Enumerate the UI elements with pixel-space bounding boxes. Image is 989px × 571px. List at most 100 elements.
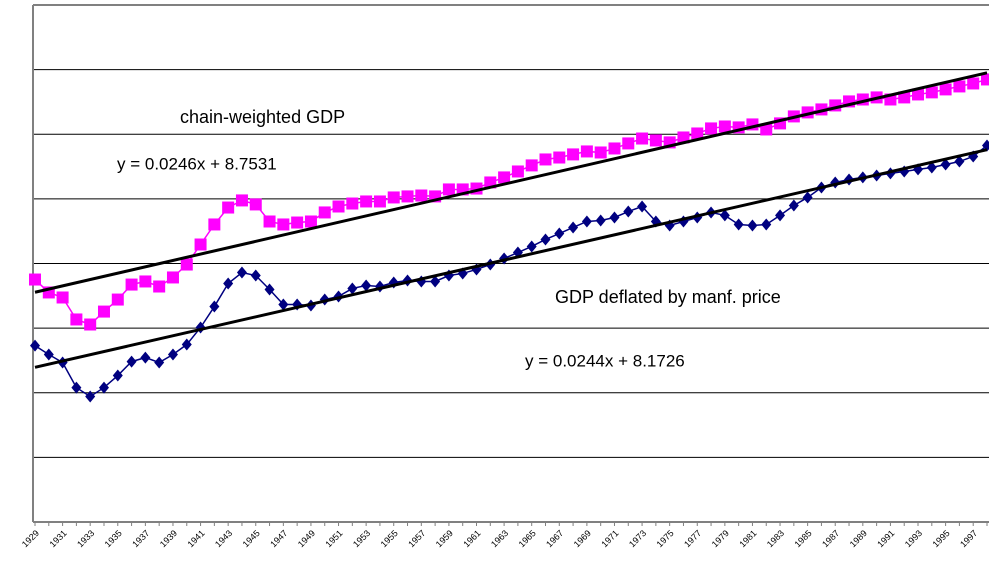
data-point (967, 77, 980, 90)
data-point (775, 209, 786, 222)
trend-equation: y = 0.0246x + 8.7531 (117, 154, 277, 173)
x-tick-label: 1941 (185, 528, 206, 549)
x-tick-label: 1985 (792, 528, 813, 549)
data-point (56, 291, 69, 304)
data-point (180, 258, 193, 271)
data-point (361, 279, 372, 292)
data-point (71, 381, 82, 394)
data-point (442, 183, 455, 196)
data-point (208, 218, 221, 231)
x-tick-label: 1989 (848, 528, 869, 549)
x-tick-label: 1933 (75, 528, 96, 549)
x-tick-label: 1959 (434, 528, 455, 549)
data-point (264, 283, 275, 296)
data-point (580, 145, 593, 158)
series-label: GDP deflated by manf. price (555, 287, 781, 307)
data-point (512, 246, 523, 259)
data-point (85, 390, 96, 403)
x-tick-label: 1997 (958, 528, 979, 549)
data-point (236, 266, 247, 279)
data-point (278, 298, 289, 311)
data-point (649, 134, 662, 147)
x-tick-label: 1979 (710, 528, 731, 549)
data-point (940, 158, 951, 171)
data-point (705, 122, 718, 135)
data-point (788, 199, 799, 212)
data-point (111, 293, 124, 306)
data-point (223, 277, 234, 290)
data-point (719, 209, 730, 222)
data-point (126, 355, 137, 368)
trend-line (34, 148, 988, 369)
plot (29, 71, 989, 403)
x-tick-label: 1961 (461, 528, 482, 549)
data-point (925, 86, 938, 99)
x-tick-label: 1931 (47, 528, 68, 549)
data-point (347, 282, 358, 295)
data-point (153, 280, 166, 293)
data-point (125, 278, 138, 291)
data-point (636, 132, 649, 145)
data-point (154, 356, 165, 369)
data-point (387, 191, 400, 204)
x-tick-label: 1955 (379, 528, 400, 549)
grid: 1929 1931 1933 1935 1937 1939 1941 1943 1945 1947… (20, 4, 989, 549)
data-point (430, 275, 441, 288)
x-tick-label: 1943 (213, 528, 234, 549)
series-label: chain-weighted GDP (180, 107, 345, 127)
data-point (166, 271, 179, 284)
data-point (581, 215, 592, 228)
x-tick-label: 1995 (930, 528, 951, 549)
data-point (761, 218, 772, 231)
data-point (263, 215, 276, 228)
data-point (318, 206, 331, 219)
x-tick-label: 1947 (268, 528, 289, 549)
x-tick-label: 1937 (130, 528, 151, 549)
x-tick-label: 1993 (903, 528, 924, 549)
data-point (760, 123, 773, 136)
x-tick-label: 1981 (737, 528, 758, 549)
x-tick-label: 1987 (820, 528, 841, 549)
data-point (291, 216, 304, 229)
data-point (637, 200, 648, 213)
data-point (691, 127, 704, 140)
data-point (568, 221, 579, 234)
x-tick-label: 1991 (875, 528, 896, 549)
data-point (249, 198, 262, 211)
data-point (277, 218, 290, 231)
x-tick-label: 1977 (682, 528, 703, 549)
data-point (898, 91, 911, 104)
data-point (539, 153, 552, 166)
data-point (609, 211, 620, 224)
x-tick-label: 1973 (627, 528, 648, 549)
data-point (718, 120, 731, 133)
data-point (677, 131, 690, 144)
data-point (525, 159, 538, 172)
x-tick-label: 1965 (517, 528, 538, 549)
data-point (194, 238, 207, 251)
data-point (29, 273, 41, 286)
data-point (498, 171, 511, 184)
data-point (926, 161, 937, 174)
data-point (554, 227, 565, 240)
data-point (939, 83, 952, 96)
data-point (982, 139, 989, 152)
x-tick-label: 1935 (103, 528, 124, 549)
data-point (140, 351, 151, 364)
data-point (373, 195, 386, 208)
x-tick-label: 1975 (655, 528, 676, 549)
data-point (112, 369, 123, 382)
data-point (346, 197, 359, 210)
data-point (912, 88, 925, 101)
data-point (954, 155, 965, 168)
data-point (84, 318, 97, 331)
data-point (250, 269, 261, 282)
data-point (30, 339, 40, 352)
data-point (567, 148, 580, 161)
data-point (415, 189, 428, 202)
data-point (235, 194, 248, 207)
data-point (540, 233, 551, 246)
data-point (401, 190, 414, 203)
